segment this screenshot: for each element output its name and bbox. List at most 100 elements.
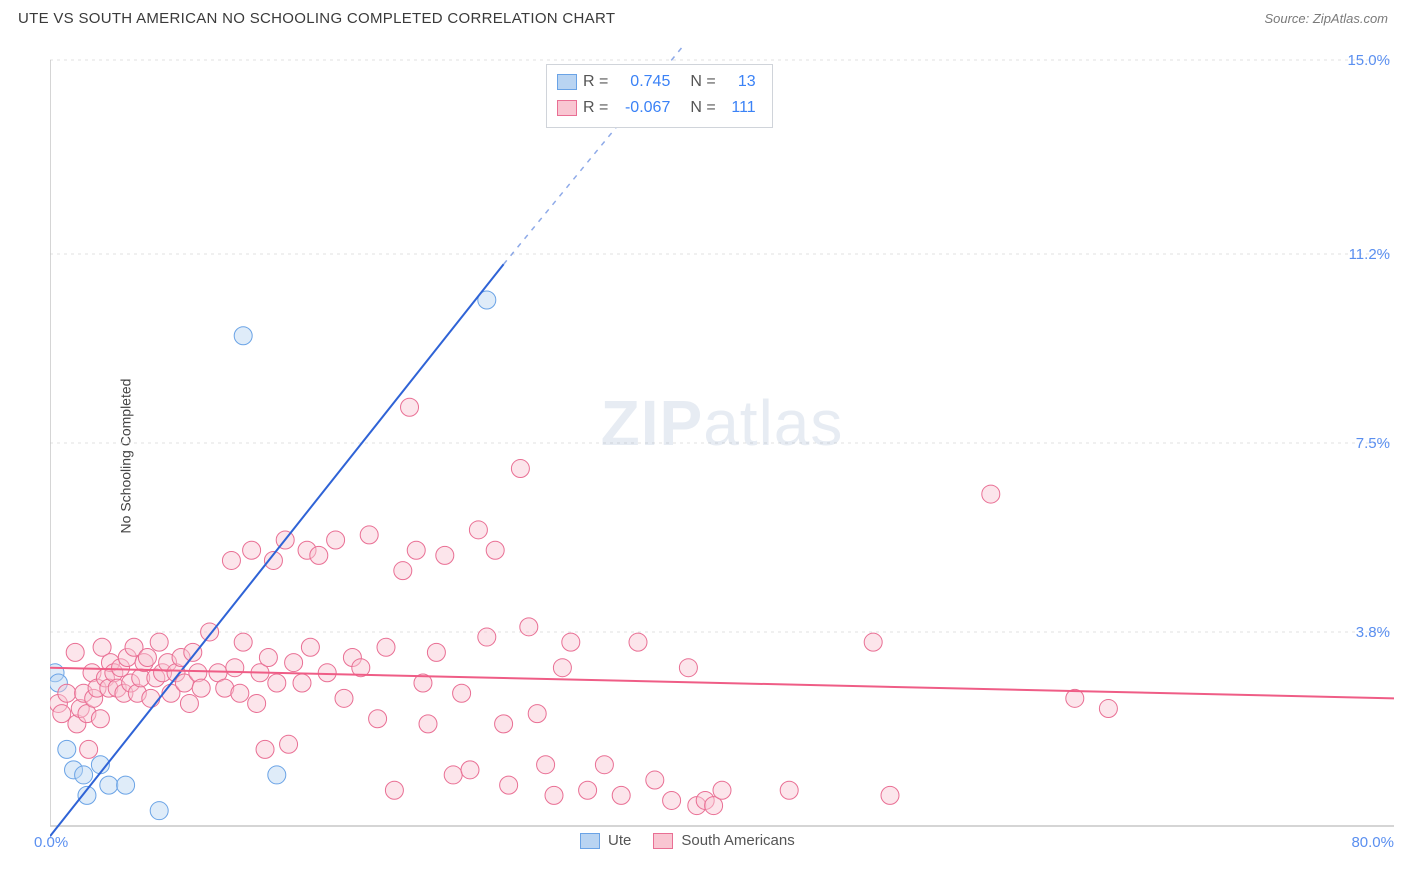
scatter-point <box>427 643 445 661</box>
scatter-point <box>285 654 303 672</box>
scatter-point <box>562 633 580 651</box>
scatter-point <box>138 648 156 666</box>
correlation-stats-box: R =0.745 N = 13 R =-0.067 N = 111 <box>546 64 773 128</box>
scatter-point <box>679 659 697 677</box>
n-label: N = <box>690 69 715 95</box>
scatter-point <box>453 684 471 702</box>
scatter-point <box>780 781 798 799</box>
scatter-point <box>436 546 454 564</box>
scatter-point <box>520 618 538 636</box>
source-attribution: Source: ZipAtlas.com <box>1264 11 1388 26</box>
scatter-point <box>231 684 249 702</box>
n-value: 111 <box>722 95 756 121</box>
scatter-point <box>469 521 487 539</box>
scatter-point <box>75 766 93 784</box>
r-label: R = <box>583 69 608 95</box>
n-label: N = <box>690 95 715 121</box>
scatter-point <box>184 643 202 661</box>
scatter-point <box>401 398 419 416</box>
scatter-point <box>478 628 496 646</box>
scatter-point <box>259 648 277 666</box>
scatter-point <box>335 689 353 707</box>
legend: Ute South Americans <box>580 832 795 849</box>
scatter-point <box>1099 700 1117 718</box>
scatter-point <box>180 694 198 712</box>
scatter-point <box>58 684 76 702</box>
scatter-point <box>394 562 412 580</box>
scatter-point <box>579 781 597 799</box>
y-grid-label: 15.0% <box>1347 52 1390 69</box>
scatter-point <box>500 776 518 794</box>
scatter-point <box>100 776 118 794</box>
scatter-point <box>369 710 387 728</box>
scatter-point <box>407 541 425 559</box>
scatter-point <box>461 761 479 779</box>
stats-row: R =-0.067 N = 111 <box>557 95 756 121</box>
scatter-point <box>192 679 210 697</box>
stats-swatch <box>557 74 577 90</box>
legend-swatch <box>580 833 600 849</box>
stats-swatch <box>557 100 577 116</box>
legend-label: South Americans <box>681 832 794 849</box>
legend-label: Ute <box>608 832 631 849</box>
chart-title: UTE VS SOUTH AMERICAN NO SCHOOLING COMPL… <box>18 10 615 27</box>
r-value: 0.745 <box>614 69 670 95</box>
y-grid-label: 7.5% <box>1356 435 1390 452</box>
scatter-point <box>864 633 882 651</box>
scatter-point <box>663 791 681 809</box>
scatter-point <box>256 740 274 758</box>
scatter-point <box>318 664 336 682</box>
scatter-point <box>58 740 76 758</box>
scatter-point <box>150 633 168 651</box>
legend-item: South Americans <box>653 832 794 849</box>
scatter-point <box>91 710 109 728</box>
scatter-point <box>537 756 555 774</box>
scatter-point <box>310 546 328 564</box>
scatter-point <box>612 786 630 804</box>
scatter-point <box>222 551 240 569</box>
scatter-point <box>982 485 1000 503</box>
scatter-point <box>646 771 664 789</box>
scatter-plot: 15.0% 11.2% 7.5% 3.8% <box>50 46 1394 846</box>
scatter-point <box>280 735 298 753</box>
trend-line <box>50 668 1394 699</box>
scatter-point <box>142 689 160 707</box>
scatter-point <box>385 781 403 799</box>
scatter-point <box>117 776 135 794</box>
scatter-point <box>234 327 252 345</box>
scatter-point <box>495 715 513 733</box>
scatter-point <box>528 705 546 723</box>
y-grid-label: 3.8% <box>1356 624 1390 641</box>
legend-item: Ute <box>580 832 631 849</box>
scatter-point <box>360 526 378 544</box>
scatter-point <box>629 633 647 651</box>
chart-area: No Schooling Completed 15.0%11.2%7.5%3.8… <box>50 46 1394 866</box>
scatter-point <box>150 802 168 820</box>
scatter-point <box>444 766 462 784</box>
scatter-point <box>545 786 563 804</box>
x-max-label: 80.0% <box>1351 834 1394 851</box>
scatter-point <box>53 705 71 723</box>
trend-line <box>50 264 504 836</box>
scatter-point <box>553 659 571 677</box>
scatter-point <box>511 460 529 478</box>
scatter-point <box>226 659 244 677</box>
x-min-label: 0.0% <box>34 834 68 851</box>
scatter-point <box>419 715 437 733</box>
scatter-point <box>248 694 266 712</box>
scatter-point <box>881 786 899 804</box>
y-grid-label: 11.2% <box>1349 246 1390 263</box>
chart-header: UTE VS SOUTH AMERICAN NO SCHOOLING COMPL… <box>0 0 1406 33</box>
n-value: 13 <box>722 69 756 95</box>
scatter-point <box>327 531 345 549</box>
legend-swatch <box>653 833 673 849</box>
r-value: -0.067 <box>614 95 670 121</box>
r-label: R = <box>583 95 608 121</box>
scatter-point <box>301 638 319 656</box>
scatter-point <box>268 766 286 784</box>
scatter-point <box>268 674 286 692</box>
scatter-point <box>243 541 261 559</box>
scatter-point <box>293 674 311 692</box>
scatter-point <box>595 756 613 774</box>
scatter-point <box>713 781 731 799</box>
